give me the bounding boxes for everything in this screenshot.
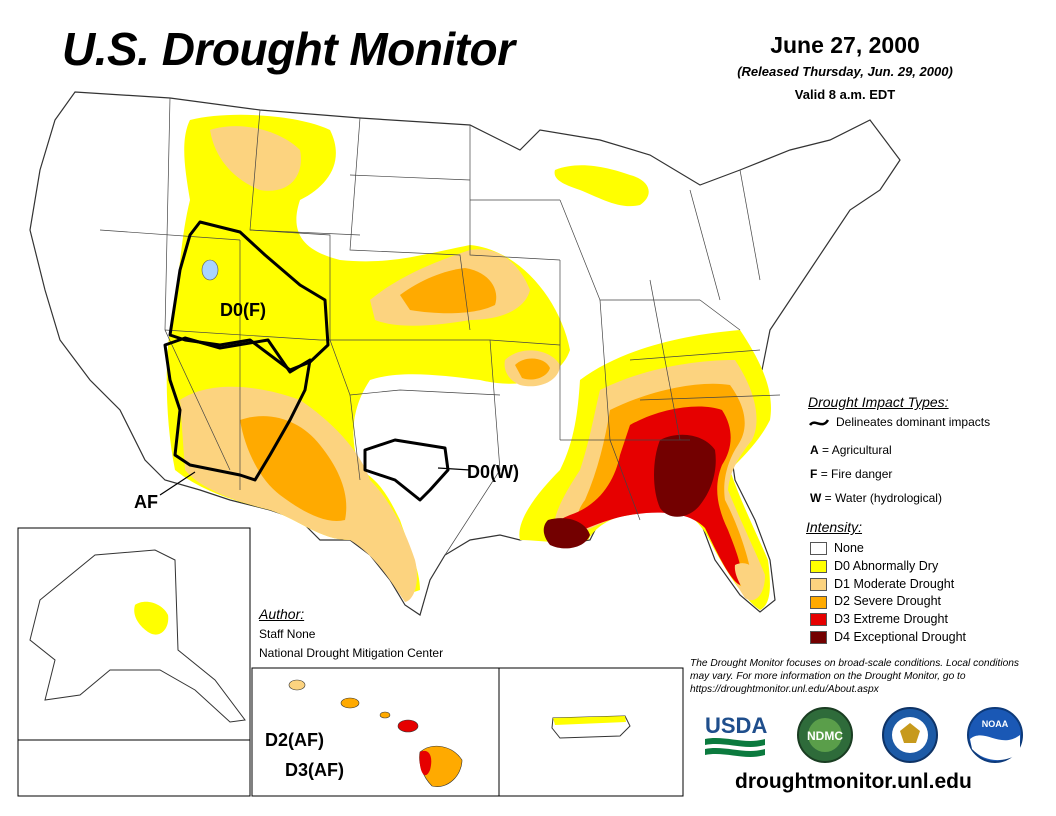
- impact-label: = Water (hydrological): [824, 491, 942, 505]
- intensity-legend-title: Intensity:: [806, 519, 863, 535]
- intensity-label: None: [834, 541, 864, 555]
- impact-legend-item: F = Fire danger: [810, 467, 892, 481]
- impact-line-swatch: [808, 419, 830, 426]
- impact-legend-title: Drought Impact Types:: [808, 394, 949, 410]
- impact-code: F: [810, 467, 818, 481]
- intensity-swatch: [810, 577, 827, 591]
- commerce-seal-logo: [882, 707, 938, 763]
- author-heading: Author:: [259, 606, 305, 622]
- svg-text:NOAA: NOAA: [982, 719, 1009, 729]
- d4-area-louisiana: [543, 518, 590, 549]
- impact-legend-delineates: Delineates dominant impacts: [836, 415, 991, 429]
- d0-area-michigan: [554, 165, 649, 207]
- noaa-logo: NOAA: [967, 707, 1023, 763]
- logo-row: USDA NDMC NOAA: [705, 707, 1023, 763]
- drought-areas: [166, 114, 771, 610]
- svg-text:NDMC: NDMC: [807, 729, 843, 743]
- impact-legend-item: A = Agricultural: [810, 443, 892, 457]
- valid-time: Valid 8 a.m. EDT: [794, 87, 896, 102]
- intensity-swatch: [810, 613, 827, 627]
- label-d3af: D3(AF): [285, 760, 344, 780]
- intensity-label: D1 Moderate Drought: [834, 576, 955, 591]
- intensity-legend-item: D3 Extreme Drought: [810, 612, 948, 627]
- footer-url[interactable]: droughtmonitor.unl.edu: [735, 770, 972, 793]
- state-boundaries: [99, 97, 781, 556]
- impact-label: = Agricultural: [822, 443, 892, 457]
- intensity-label: D3 Extreme Drought: [834, 612, 948, 627]
- intensity-label: D2 Severe Drought: [834, 594, 942, 609]
- d1-area-montana: [210, 126, 301, 191]
- intensity-swatch: [810, 631, 827, 645]
- intensity-legend-item: D4 Exceptional Drought: [810, 630, 967, 645]
- impact-label: = Fire danger: [820, 467, 893, 481]
- d2-area-plains: [400, 268, 497, 314]
- d2-area-missouri: [515, 358, 550, 380]
- d4-area-georgia: [654, 434, 716, 517]
- hawaii-inset: [251, 667, 500, 797]
- intensity-swatch: [810, 560, 827, 573]
- impact-legend-item: W = Water (hydrological): [810, 491, 942, 505]
- intensity-legend-item: D1 Moderate Drought: [810, 577, 954, 591]
- info-note: The Drought Monitor focuses on broad-sca…: [690, 658, 1020, 695]
- alaska-inset: [17, 527, 251, 797]
- impact-code: A: [810, 443, 819, 457]
- intensity-swatch: [810, 542, 827, 556]
- intensity-legend-item: D0 Abnormally Dry: [810, 559, 938, 573]
- author-name: Staff None: [259, 627, 316, 641]
- great-salt-lake: [201, 259, 219, 281]
- intensity-legend-item: None: [810, 541, 864, 556]
- puerto-rico-inset: [498, 667, 684, 797]
- map-date: June 27, 2000: [770, 32, 920, 58]
- intensity-legend-item: D2 Severe Drought: [810, 594, 942, 609]
- impact-boundaries: [163, 220, 450, 502]
- usda-logo: USDA: [705, 713, 767, 757]
- label-af: AF: [134, 492, 158, 512]
- d1-area-florida-south: [734, 563, 760, 595]
- label-d2af: D2(AF): [265, 730, 324, 750]
- d2-area-southwest: [240, 416, 347, 521]
- label-d0f: D0(F): [220, 300, 266, 320]
- ndmc-logo: NDMC: [797, 707, 853, 763]
- intensity-swatch: [810, 595, 827, 609]
- intensity-label: D4 Exceptional Drought: [834, 630, 967, 644]
- intensity-label: D0 Abnormally Dry: [834, 558, 939, 573]
- release-date: (Released Thursday, Jun. 29, 2000): [737, 64, 953, 79]
- author-org: National Drought Mitigation Center: [259, 646, 444, 660]
- svg-text:USDA: USDA: [705, 713, 767, 738]
- map-title: U.S. Drought Monitor: [62, 23, 515, 75]
- label-d0w: D0(W): [467, 462, 519, 482]
- impact-code: W: [810, 491, 822, 505]
